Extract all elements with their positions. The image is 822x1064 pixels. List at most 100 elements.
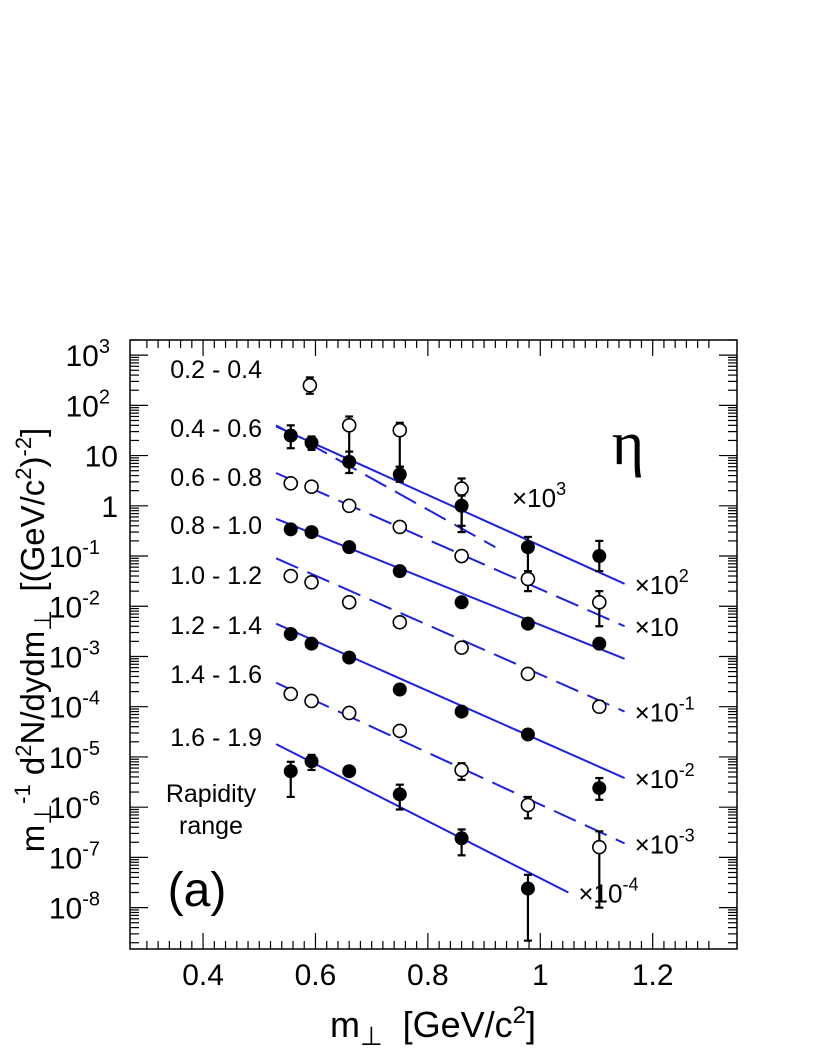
axis-ticks [130,339,737,949]
filled-marker [304,754,319,769]
filled-marker [454,704,469,719]
fit-lines [275,424,626,894]
x-tick-label: 1.2 [632,959,674,992]
scale-label-2: ×102 [635,566,689,600]
filled-marker [342,540,357,555]
y-tick-base: 10 [49,893,82,926]
fit-line-6 [275,622,625,779]
x-axis-label: m⊥ [GeV/c2] [330,1002,536,1051]
open-marker [454,548,469,564]
y-tick-label: 1 [101,491,118,524]
filled-marker [392,467,407,482]
y-tick-exponent: 3 [99,336,110,358]
filled-marker [392,787,407,802]
y-tick-base: 10 [49,842,82,875]
filled-marker [342,764,357,779]
filled-marker [342,454,357,469]
open-marker [520,571,536,587]
series-labels: 0.2 - 0.4 0.4 - 0.6 0.6 - 0.8 0.8 - 1.0 1.0 … [170,356,262,752]
y-tick-base: 10 [66,390,99,423]
open-marker [454,481,469,496]
open-marker [341,705,357,721]
y-axis-label: m⊥-1 d2N/dydm⊥ [(GeV/c2)-2] [10,428,57,853]
y-tick-base: 10 [66,340,99,373]
tick-labels: 0.4 0.6 0.8 1 1.210310210110-110-210-310-410… [49,336,674,992]
y-tick-label: 10-3 [49,637,100,674]
y-tick-label: 103 [66,336,111,373]
filled-marker [304,525,319,540]
scale-exponent: -1 [679,694,695,714]
plot-frame [129,339,738,950]
filled-marker [454,595,469,610]
y-tick-label: 10-7 [49,838,100,875]
series-label-5: 1.0 - 1.2 [170,562,262,590]
y-tick-exponent: -5 [82,738,100,760]
y-tick-exponent: -2 [82,587,100,609]
scale-base: ×10 [635,612,679,642]
filled-marker [520,727,535,742]
series-label-7: 1.4 - 1.6 [170,661,262,689]
filled-marker [592,549,607,564]
y-tick-base: 10 [49,591,82,624]
legend-caption-line2: range [179,812,243,840]
series-label-8: 1.6 - 1.9 [170,724,262,752]
y-tick-label: 10-1 [49,537,100,574]
fit-line-7 [275,681,626,845]
scale-label-1: ×103 [512,479,566,513]
filled-marker [283,764,298,779]
open-marker [304,693,319,709]
series-label-6: 1.2 - 1.4 [170,612,262,640]
panel-label: (a) [168,864,227,917]
y-tick-label: 10-4 [49,688,100,725]
open-marker [302,378,318,393]
scale-exponent: -3 [679,825,695,845]
y-tick-label: 10-5 [49,738,100,775]
fit-line-5 [275,557,625,713]
series-label-4: 0.8 - 1.0 [170,512,262,540]
open-marker [392,519,408,535]
open-marker [341,498,357,514]
filled-marker [392,682,407,697]
filled-marker [392,564,407,579]
fit-line-8 [275,743,569,894]
filled-marker [283,522,298,537]
series-label-3: 0.6 - 0.8 [170,464,262,492]
scale-label-6: ×10-2 [635,760,695,794]
y-tick-exponent: 2 [99,386,110,408]
filled-marker [520,881,535,896]
open-marker [304,574,319,590]
filled-marker [454,498,469,513]
y-tick-base: 1 [101,491,118,524]
scale-label-5: ×10-1 [635,694,695,728]
open-marker [592,699,607,715]
fit-line-4 [275,517,625,660]
scale-base: ×10 [635,764,679,794]
scale-label-3: ×10 [635,612,679,642]
y-tick-label: 10-8 [49,889,100,926]
y-tick-base: 10 [49,541,82,574]
scale-exponent: 2 [679,566,689,586]
scale-base: ×10 [635,570,679,600]
y-tick-base: 10 [49,692,82,725]
filled-marker [592,781,607,796]
scale-base: ×10 [512,483,556,513]
y-tick-base: 10 [49,641,82,674]
scale-label-7: ×10-3 [635,825,695,859]
scale-label-8: ×10-4 [578,874,638,908]
series-label-2: 0.4 - 0.6 [170,415,262,443]
y-tick-label: 10-6 [49,788,100,825]
open-marker [283,686,299,702]
filled-marker [283,627,298,642]
y-tick-exponent: -7 [82,838,100,860]
open-marker [454,762,469,778]
y-tick-base: 10 [85,441,118,474]
x-tick-label: 0.4 [182,959,224,992]
y-tick-base: 10 [49,742,82,775]
filled-marker [592,636,607,651]
open-marker [520,797,536,813]
y-tick-exponent: -6 [82,788,100,810]
filled-marker [342,650,357,665]
open-marker [283,568,299,584]
y-tick-label: 10 [85,441,118,474]
